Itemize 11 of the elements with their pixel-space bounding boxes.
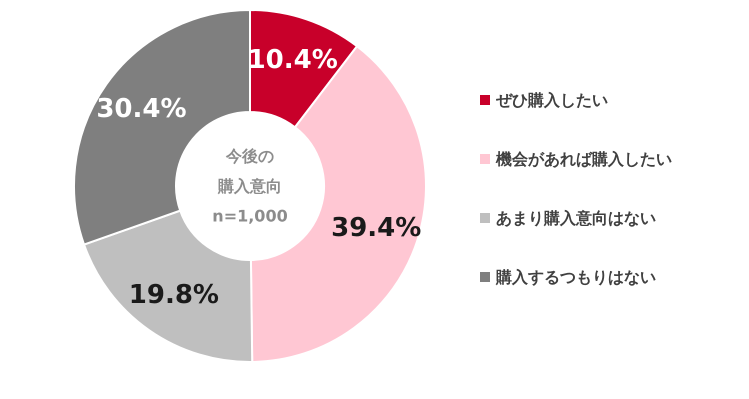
data-label: 30.4% <box>96 94 187 124</box>
legend-label: ぜひ購入したい <box>495 90 608 110</box>
text: 購入意向 <box>217 176 282 196</box>
data-label: 19.8% <box>128 280 219 310</box>
data-label: 39.4% <box>331 212 422 243</box>
legend-label: 購入するつもりはない <box>495 268 656 286</box>
legend-label: あまり購入意向はない <box>496 208 656 228</box>
data-label: 10.4% <box>248 45 338 76</box>
text: 今後の <box>225 146 274 166</box>
legend-label: 機会があれば購入したい <box>495 150 672 168</box>
text: n=1,000 <box>212 206 288 226</box>
